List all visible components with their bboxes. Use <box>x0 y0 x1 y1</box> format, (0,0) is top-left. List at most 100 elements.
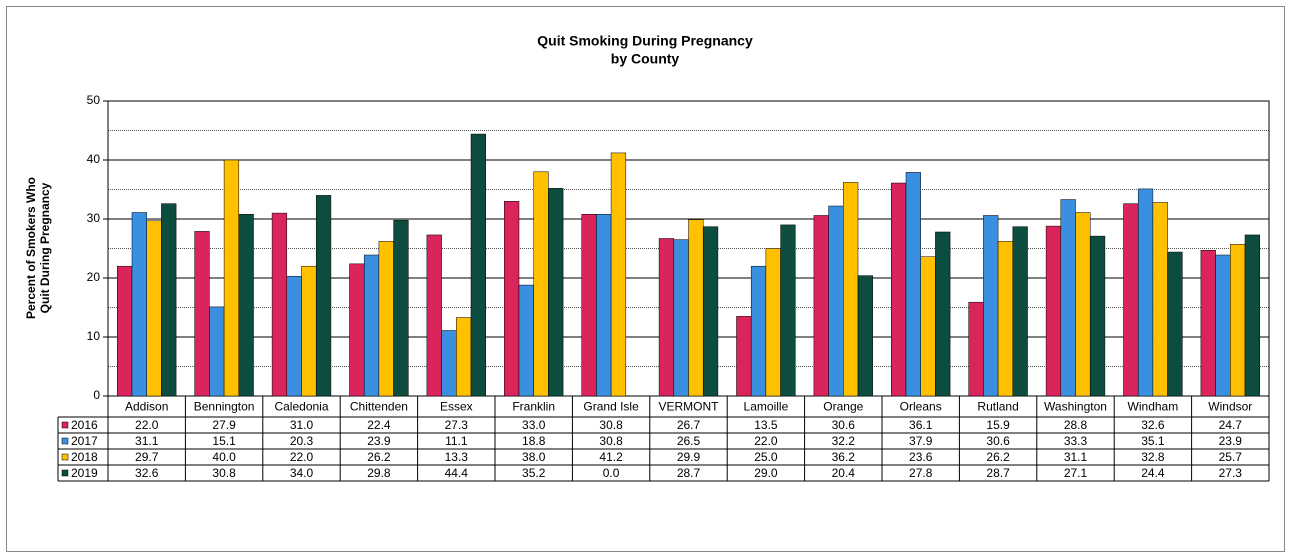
bar <box>1075 212 1091 397</box>
bar <box>581 214 597 397</box>
bar <box>736 316 752 397</box>
table-cell: 44.4 <box>445 466 469 480</box>
table-cell: 13.5 <box>754 418 778 432</box>
bar <box>393 219 409 397</box>
table-cell: 31.1 <box>1064 450 1088 464</box>
table-cell: 23.9 <box>1219 434 1243 448</box>
bar <box>688 219 704 397</box>
bar <box>1230 244 1246 397</box>
bar <box>935 231 951 397</box>
bar <box>750 265 767 397</box>
table-cell: 27.3 <box>445 418 469 432</box>
x-tick-label: Orange <box>823 400 863 414</box>
bar <box>131 212 147 397</box>
table-cell: 38.0 <box>522 450 546 464</box>
table-cell: 0.0 <box>603 466 620 480</box>
legend-label: 2016 <box>71 418 98 432</box>
x-tick-label: Washington <box>1044 400 1107 414</box>
bar <box>813 215 829 397</box>
table-cell: 26.5 <box>677 434 701 448</box>
bar <box>765 248 781 397</box>
table-cell: 22.0 <box>290 450 314 464</box>
bar <box>1123 203 1139 397</box>
table-cell: 22.0 <box>754 434 778 448</box>
y-tick-label: 0 <box>93 388 100 402</box>
chart-subtitle: by County <box>611 51 680 67</box>
bar <box>238 214 254 397</box>
bar <box>1167 251 1183 397</box>
x-tick-label: Addison <box>125 400 168 414</box>
bar <box>223 159 240 397</box>
y-axis-label: Percent of Smokers Who <box>24 177 38 319</box>
bar <box>441 330 457 397</box>
x-tick-label: Orleans <box>900 400 942 414</box>
table-cell: 34.0 <box>290 466 314 480</box>
table-cell: 25.7 <box>1219 450 1243 464</box>
table-cell: 20.3 <box>290 434 314 448</box>
bar <box>146 220 162 397</box>
table-cell: 13.3 <box>445 450 469 464</box>
table-cell: 28.7 <box>677 466 701 480</box>
bar <box>920 256 936 397</box>
legend-key <box>61 453 69 461</box>
bar <box>843 182 859 397</box>
table-cell: 26.2 <box>986 450 1010 464</box>
table-cell: 22.0 <box>135 418 159 432</box>
table-cell: 24.7 <box>1219 418 1243 432</box>
table-cell: 32.6 <box>1141 418 1165 432</box>
bar <box>828 205 844 397</box>
table-cell: 33.3 <box>1064 434 1088 448</box>
y-tick-label: 50 <box>87 93 101 107</box>
bar <box>1244 234 1260 397</box>
bar <box>117 265 133 397</box>
bar <box>315 195 332 397</box>
bar <box>658 238 675 397</box>
bar <box>504 201 520 397</box>
table-cell: 29.7 <box>135 450 159 464</box>
bar <box>1200 250 1216 397</box>
y-axis-label: Quit During Pregnancy <box>38 182 52 313</box>
table-cell: 32.6 <box>135 466 159 480</box>
bar <box>1137 188 1154 397</box>
bar <box>968 301 984 397</box>
table-cell: 30.8 <box>599 434 623 448</box>
bar <box>533 171 549 397</box>
table-cell: 30.6 <box>832 418 856 432</box>
bar <box>363 254 380 397</box>
bar <box>1152 202 1168 397</box>
table-cell: 37.9 <box>909 434 933 448</box>
bar <box>780 224 796 397</box>
legend-key <box>61 421 69 429</box>
x-tick-label: Bennington <box>194 400 255 414</box>
table-cell: 25.0 <box>754 450 778 464</box>
table-cell: 28.8 <box>1064 418 1088 432</box>
table-cell: 23.9 <box>367 434 391 448</box>
chart-title: Quit Smoking During Pregnancy <box>537 33 753 49</box>
table-cell: 11.1 <box>445 434 468 448</box>
table-cell: 15.9 <box>986 418 1010 432</box>
bar <box>194 231 210 397</box>
table-cell: 30.8 <box>212 466 236 480</box>
y-tick-label: 30 <box>87 211 101 225</box>
bar <box>596 214 612 397</box>
bar <box>1215 254 1231 397</box>
bar <box>702 226 719 397</box>
table-cell: 27.8 <box>909 466 933 480</box>
bar <box>548 188 564 397</box>
table-cell: 40.0 <box>212 450 236 464</box>
table-cell: 27.3 <box>1219 466 1243 480</box>
bar <box>161 203 177 397</box>
bar <box>378 241 394 397</box>
y-tick-label: 40 <box>87 152 101 166</box>
table-cell: 24.4 <box>1141 466 1165 480</box>
x-tick-label: Grand Isle <box>583 400 639 414</box>
table-cell: 35.1 <box>1141 434 1165 448</box>
table-cell: 35.2 <box>522 466 546 480</box>
table-cell: 29.8 <box>367 466 391 480</box>
x-tick-label: VERMONT <box>659 400 720 414</box>
x-tick-label: Essex <box>440 400 473 414</box>
bar <box>891 182 907 397</box>
bar <box>857 275 873 397</box>
table-cell: 30.6 <box>986 434 1010 448</box>
bar <box>610 152 627 397</box>
